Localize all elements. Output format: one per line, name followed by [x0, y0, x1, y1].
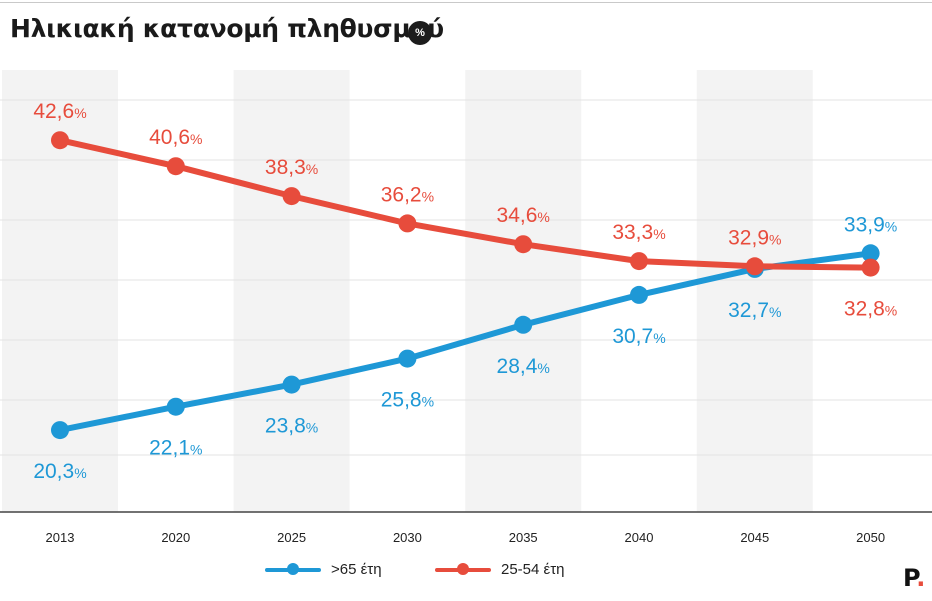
data-point [630, 252, 648, 271]
data-label: 28,4% [497, 355, 550, 378]
data-label: 30,7% [612, 325, 665, 348]
legend-swatch-25-54 [435, 562, 491, 575]
logo-letter: P [903, 564, 917, 592]
x-tick-label: 2020 [161, 530, 190, 545]
data-label: 36,2% [381, 183, 434, 206]
data-point [630, 285, 648, 304]
x-tick-label: 2040 [625, 530, 654, 545]
data-label: 25,8% [381, 389, 434, 412]
publisher-logo: P. [903, 564, 925, 592]
legend-item-over-65: >65 έτη [265, 561, 382, 578]
legend-item-25-54: 25-54 έτη [435, 561, 565, 578]
column-band [233, 70, 350, 512]
legend-dot-over-65 [287, 562, 299, 575]
data-point [861, 258, 880, 277]
x-tick-label: 2045 [740, 530, 769, 545]
data-point [514, 315, 533, 334]
data-point [282, 187, 301, 206]
x-tick-label: 2025 [277, 530, 306, 545]
legend-label-25-54: 25-54 έτη [501, 561, 565, 578]
column-band [465, 70, 582, 512]
data-point [514, 235, 533, 254]
data-label: 32,8% [844, 298, 897, 321]
data-label: 20,3% [33, 460, 86, 483]
data-label: 38,3% [265, 156, 318, 179]
column-band [696, 70, 813, 512]
data-point [861, 244, 880, 263]
unit-badge: % [408, 21, 432, 45]
data-label: 33,9% [844, 213, 897, 236]
data-point [51, 421, 69, 440]
data-label: 32,9% [728, 226, 781, 249]
data-label: 22,1% [149, 437, 202, 460]
legend-dot-25-54 [457, 562, 469, 575]
chart-title: Ηλικιακή κατανομή πληθυσμού [10, 14, 444, 43]
top-rule [0, 2, 932, 3]
legend-label-over-65: >65 έτη [331, 561, 382, 578]
data-point [166, 397, 185, 416]
data-label: 23,8% [265, 415, 318, 438]
data-label: 42,6% [33, 100, 86, 123]
data-point [51, 131, 69, 150]
x-tick-label: 2050 [856, 530, 885, 545]
data-point [166, 157, 185, 176]
series-line [57, 250, 874, 434]
data-label: 32,7% [728, 299, 781, 322]
legend-swatch-over-65 [265, 562, 321, 575]
series-line [57, 137, 874, 271]
data-point [398, 214, 417, 233]
data-point [282, 375, 301, 394]
logo-dot: . [916, 564, 926, 592]
x-tick-label: 2030 [393, 530, 422, 545]
x-tick-label: 2013 [46, 530, 75, 545]
data-point [745, 257, 764, 276]
data-point [398, 349, 417, 368]
x-tick-label: 2035 [509, 530, 538, 545]
data-label: 40,6% [149, 126, 202, 149]
data-label: 34,6% [497, 204, 550, 227]
data-label: 33,3% [612, 221, 665, 244]
